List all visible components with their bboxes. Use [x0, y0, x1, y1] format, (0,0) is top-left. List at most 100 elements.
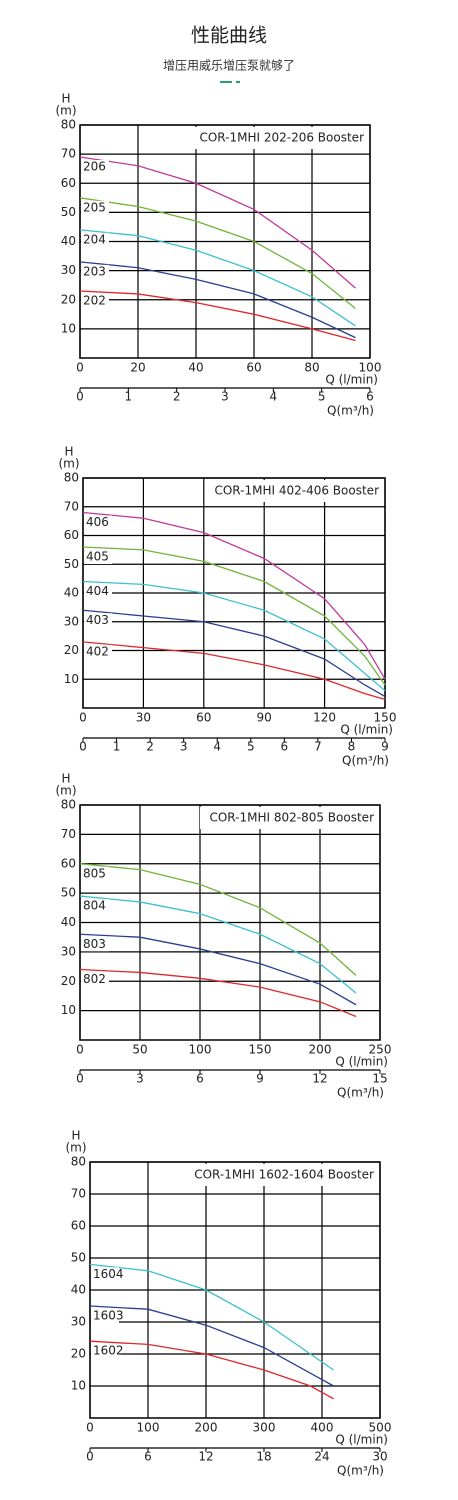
x-tick-label: 60 [196, 711, 211, 725]
chart-title: COR-1MHI 802-805 Booster [209, 811, 374, 825]
series-label-bg [81, 160, 109, 175]
y-tick-label: 70 [64, 499, 79, 513]
curve [89, 1340, 334, 1400]
series-label: 403 [86, 613, 109, 627]
y-tick-label: 80 [64, 471, 79, 485]
page-title: 性能曲线 [191, 25, 267, 47]
x-tick-label: 60 [246, 361, 261, 375]
y-axis-label: H [61, 92, 70, 106]
x-tick-label: 150 [374, 711, 397, 725]
y-tick-label: 60 [64, 528, 79, 542]
x2-tick-label: 6 [144, 1450, 152, 1464]
x2-tick-label: 6 [196, 1072, 204, 1086]
series-label-bg [84, 515, 112, 530]
x2-tick-label: 24 [314, 1450, 329, 1464]
series-label: 805 [83, 866, 106, 880]
series-label: 402 [86, 644, 109, 658]
curve [79, 290, 356, 342]
x2-tick-label: 8 [348, 740, 356, 754]
x2-tick-label: 3 [180, 740, 188, 754]
y-axis-label: H [64, 445, 73, 459]
series-label-bg [81, 264, 109, 279]
y-tick-label: 80 [61, 798, 76, 812]
curve [79, 261, 356, 339]
y-tick-label: 70 [61, 147, 76, 161]
series-label: 406 [86, 515, 109, 529]
x2-tick-label: 5 [318, 390, 326, 404]
y-axis-label: H [61, 772, 70, 786]
y-tick-label: 20 [61, 974, 76, 988]
curve [82, 511, 386, 680]
y-tick-label: 10 [61, 1003, 76, 1017]
x-tick-label: 0 [86, 1421, 94, 1435]
series-label-bg [81, 866, 109, 881]
curve [82, 580, 386, 692]
y-tick-label: 20 [71, 1347, 86, 1361]
x2-tick-label: 30 [372, 1450, 387, 1464]
x2-tick-label: 15 [372, 1072, 387, 1086]
y-tick-label: 50 [61, 886, 76, 900]
series-label: 803 [83, 937, 106, 951]
x-axis-label: Q (l/min) [325, 373, 378, 387]
y-axis-unit: (m) [58, 457, 79, 471]
curve [79, 968, 357, 1018]
x2-tick-label: 5 [247, 740, 255, 754]
y-tick-label: 80 [71, 1155, 86, 1169]
y-axis-unit: (m) [55, 784, 76, 798]
series-label-bg [81, 972, 109, 987]
series-label: 1602 [93, 1344, 124, 1358]
curve [79, 933, 357, 1006]
x-tick-label: 500 [369, 1421, 392, 1435]
x-tick-label: 100 [359, 361, 382, 375]
series-label-bg [81, 294, 109, 309]
x2-tick-label: 1 [125, 390, 133, 404]
y-tick-label: 60 [61, 856, 76, 870]
y-tick-label: 10 [64, 672, 79, 686]
curve [79, 863, 357, 976]
series-label: 804 [83, 899, 106, 913]
series-label-bg [81, 200, 109, 215]
curve [79, 156, 356, 289]
x2-axis-label: Q(m³/h) [342, 754, 389, 768]
x2-tick-label: 3 [136, 1072, 144, 1086]
y-tick-label: 20 [61, 292, 76, 306]
series-label-bg [84, 584, 112, 599]
series-label-bg [81, 899, 109, 914]
x2-axis-label: Q(m³/h) [337, 1464, 384, 1478]
series-label-bg [84, 550, 112, 564]
x2-tick-label: 2 [146, 740, 154, 754]
x2-tick-label: 0 [76, 390, 84, 404]
title-box [200, 807, 378, 829]
series-label: 204 [83, 232, 106, 246]
y-axis-unit: (m) [65, 1141, 86, 1155]
x2-tick-label: 1 [113, 740, 121, 754]
x2-tick-label: 7 [314, 740, 322, 754]
series-label-bg [91, 1344, 119, 1359]
series-label: 1603 [93, 1309, 124, 1323]
chart-title: COR-1MHI 1602-1604 Booster [194, 1168, 374, 1182]
series-label-bg [84, 613, 112, 628]
y-tick-label: 30 [61, 944, 76, 958]
y-tick-label: 40 [61, 234, 76, 248]
y-axis-unit: (m) [55, 104, 76, 118]
x2-tick-label: 9 [381, 740, 389, 754]
x-tick-label: 0 [76, 361, 84, 375]
y-tick-label: 60 [61, 176, 76, 190]
x2-axis-label: Q(m³/h) [327, 404, 374, 418]
curve [79, 197, 356, 309]
x2-tick-label: 0 [79, 740, 87, 754]
series-label-bg [84, 644, 112, 659]
y-tick-label: 50 [64, 557, 79, 571]
x-tick-label: 30 [136, 711, 151, 725]
x-tick-label: 20 [130, 361, 145, 375]
x-tick-label: 0 [79, 711, 87, 725]
x-tick-label: 40 [188, 361, 203, 375]
series-label: 404 [86, 584, 109, 598]
series-label: 802 [83, 972, 106, 986]
y-tick-label: 30 [61, 263, 76, 277]
x-tick-label: 100 [137, 1421, 160, 1435]
series-label-bg [81, 937, 109, 952]
y-tick-label: 50 [71, 1251, 86, 1265]
curve [82, 546, 386, 686]
x-tick-label: 90 [257, 711, 272, 725]
